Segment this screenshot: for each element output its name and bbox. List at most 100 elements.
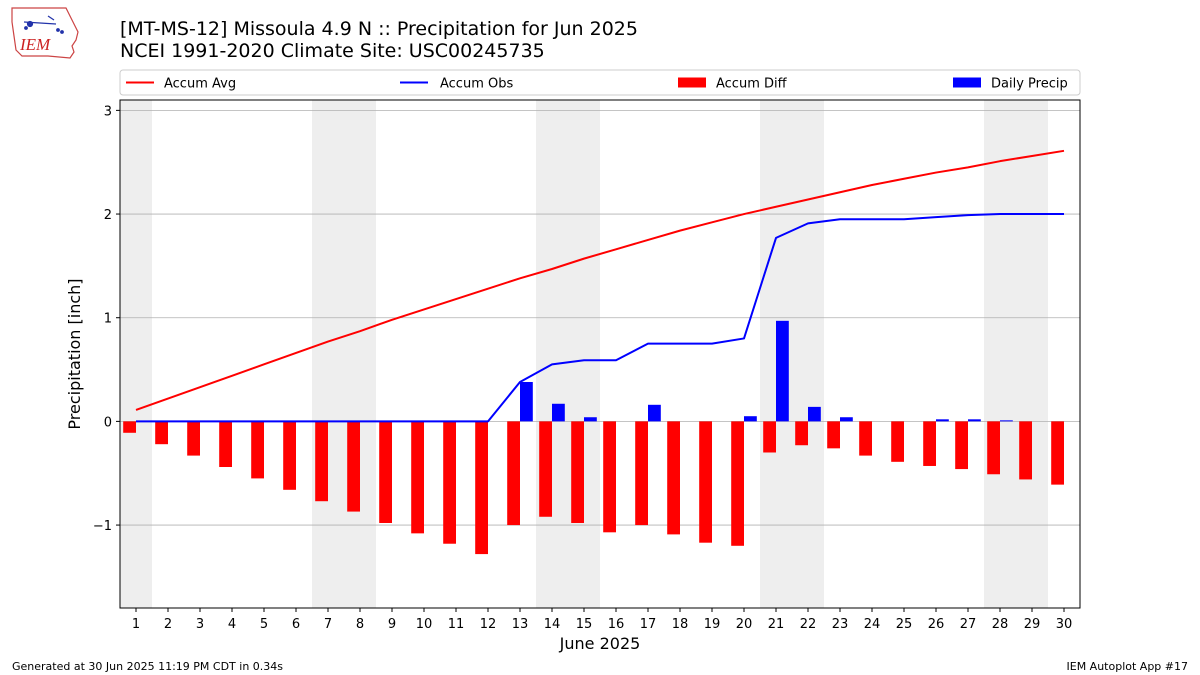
x-tick-label: 12 — [480, 617, 497, 632]
accum-diff-bar — [923, 421, 936, 466]
daily-precip-bar — [584, 417, 597, 422]
x-tick-label: 29 — [1024, 617, 1041, 632]
accum-diff-bar — [251, 421, 264, 479]
accum-diff-bar — [795, 421, 808, 446]
x-tick-label: 5 — [260, 617, 268, 632]
accum-diff-bar — [379, 421, 392, 523]
x-tick-label: 6 — [292, 617, 300, 632]
x-tick-label: 26 — [928, 617, 945, 632]
x-tick-label: 25 — [896, 617, 913, 632]
x-tick-label: 16 — [608, 617, 625, 632]
accum-diff-bar — [763, 421, 776, 453]
daily-precip-bar — [1000, 420, 1013, 422]
iem-logo: IEM — [8, 6, 82, 60]
plot-frame — [119, 99, 1081, 609]
daily-precip-bar — [840, 417, 853, 422]
accum-diff-bar — [827, 421, 840, 449]
x-tick-label: 11 — [448, 617, 465, 632]
x-tick-label: 19 — [704, 617, 721, 632]
x-tick-label: 14 — [544, 617, 561, 632]
accum-diff-bar — [571, 421, 584, 523]
accum-diff-bar — [475, 421, 488, 555]
accum-diff-bar — [155, 421, 168, 445]
chart-subtitle: NCEI 1991-2020 Climate Site: USC00245735 — [120, 40, 545, 62]
accum-diff-bar — [347, 421, 360, 512]
x-tick-label: 18 — [672, 617, 689, 632]
y-tick-label: 3 — [104, 104, 112, 119]
accum-diff-bar — [1051, 421, 1064, 485]
daily-precip-bar — [520, 381, 533, 422]
x-tick-label: 1 — [132, 617, 140, 632]
x-tick-label: 10 — [416, 617, 433, 632]
legend-label-daily-precip: Daily Precip — [991, 77, 1068, 92]
x-tick-label: 20 — [736, 617, 753, 632]
legend-label-accum-obs: Accum Obs — [440, 77, 513, 92]
weekend-band — [984, 100, 1048, 608]
daily-precip-bar — [936, 419, 949, 422]
x-tick-label: 13 — [512, 617, 529, 632]
accum-diff-bar — [699, 421, 712, 543]
legend-label-accum-diff: Accum Diff — [716, 77, 788, 92]
accum-diff-bar — [187, 421, 200, 456]
accum-diff-bar — [1019, 421, 1032, 480]
accum-diff-bar — [635, 421, 648, 526]
x-axis-label: June 2025 — [559, 634, 641, 653]
weekend-band — [120, 100, 152, 608]
accum-diff-bar — [507, 421, 520, 526]
daily-precip-bar — [968, 419, 981, 422]
x-tick-label: 22 — [800, 617, 817, 632]
x-tick-label: 9 — [388, 617, 396, 632]
accum-diff-bar — [539, 421, 552, 517]
accum-diff-bar — [987, 421, 1000, 475]
x-tick-label: 27 — [960, 617, 977, 632]
x-tick-label: 23 — [832, 617, 849, 632]
weekend-band — [312, 100, 376, 608]
legend-label-accum-avg: Accum Avg — [164, 77, 236, 92]
x-tick-label: 30 — [1056, 617, 1073, 632]
legend-swatch-daily-precip — [953, 77, 981, 88]
y-tick-label: 0 — [104, 415, 112, 430]
daily-precip-bar — [648, 404, 661, 422]
x-tick-label: 7 — [324, 617, 332, 632]
accum-diff-bar — [283, 421, 296, 490]
accum-diff-bar — [443, 421, 456, 544]
accum-obs-line — [136, 213, 1064, 423]
x-tick-label: 2 — [164, 617, 172, 632]
accum-diff-bar — [955, 421, 968, 470]
x-tick-label: 3 — [196, 617, 204, 632]
chart-title: [MT-MS-12] Missoula 4.9 N :: Precipitati… — [120, 18, 638, 40]
weekend-band — [760, 100, 824, 608]
x-tick-label: 15 — [576, 617, 593, 632]
daily-precip-bar — [808, 406, 821, 422]
logo-text: IEM — [19, 35, 51, 54]
daily-precip-bar — [776, 320, 789, 422]
x-tick-label: 24 — [864, 617, 881, 632]
accum-avg-line — [135, 149, 1065, 411]
y-axis-label: Precipitation [inch] — [65, 278, 84, 429]
x-tick-label: 28 — [992, 617, 1009, 632]
daily-precip-bar — [552, 403, 565, 422]
weekend-band — [536, 100, 600, 608]
daily-precip-bar — [744, 416, 757, 422]
x-tick-label: 21 — [768, 617, 785, 632]
x-tick-label: 8 — [356, 617, 364, 632]
accum-diff-bar — [667, 421, 680, 535]
y-tick-label: 2 — [104, 208, 112, 223]
accum-diff-bar — [219, 421, 232, 468]
accum-diff-bar — [123, 421, 136, 433]
y-tick-label: −1 — [93, 519, 112, 534]
app-footer: IEM Autoplot App #17 — [1066, 660, 1189, 673]
x-tick-label: 4 — [228, 617, 236, 632]
generated-footer: Generated at 30 Jun 2025 11:19 PM CDT in… — [12, 660, 284, 673]
accum-diff-bar — [891, 421, 904, 462]
x-tick-label: 17 — [640, 617, 657, 632]
legend-swatch-accum-diff — [678, 77, 706, 88]
y-tick-label: 1 — [104, 312, 112, 327]
accum-diff-bar — [603, 421, 616, 533]
accum-diff-bar — [315, 421, 328, 502]
accum-diff-bar — [731, 421, 744, 546]
legend-box — [119, 69, 1081, 96]
accum-diff-bar — [411, 421, 424, 534]
accum-diff-bar — [859, 421, 872, 456]
